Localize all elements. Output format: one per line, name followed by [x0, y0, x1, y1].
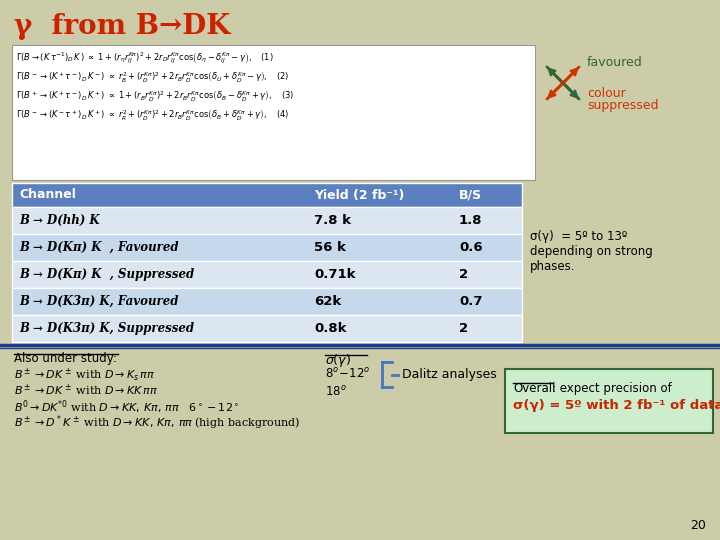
Text: $\Gamma(B^- \to (K^-\tau^+)_D\,K^+)\;\propto\; r_R^2 + (r_D^{K\pi})^2 + 2r_B r_D: $\Gamma(B^- \to (K^-\tau^+)_D\,K^+)\;\pr…: [16, 107, 289, 122]
Text: Overall: Overall: [513, 382, 556, 395]
Text: favoured: favoured: [587, 57, 643, 70]
FancyBboxPatch shape: [12, 315, 522, 342]
Text: depending on strong: depending on strong: [530, 245, 653, 258]
Text: 2: 2: [459, 322, 468, 335]
Text: B → D(K3π) K, Suppressed: B → D(K3π) K, Suppressed: [19, 322, 194, 335]
Text: B → D(K3π) K, Favoured: B → D(K3π) K, Favoured: [19, 295, 179, 308]
Text: Dalitz analyses: Dalitz analyses: [402, 368, 497, 381]
Text: $8^o\!-\!12^o$: $8^o\!-\!12^o$: [325, 367, 370, 381]
Text: 0.71k: 0.71k: [314, 268, 356, 281]
FancyBboxPatch shape: [12, 288, 522, 315]
Text: σ(γ)  = 5º to 13º: σ(γ) = 5º to 13º: [530, 230, 627, 243]
Text: suppressed: suppressed: [587, 99, 659, 112]
Text: $B^0 \to DK^{*0}$ with $D \to KK,\,K\pi,\,\pi\pi\quad 6^\circ-12^\circ$: $B^0 \to DK^{*0}$ with $D \to KK,\,K\pi,…: [14, 398, 239, 416]
Text: Channel: Channel: [19, 188, 76, 201]
Text: B → D(hh) K: B → D(hh) K: [19, 214, 99, 227]
Text: B → D(Kπ) K  , Favoured: B → D(Kπ) K , Favoured: [19, 241, 179, 254]
Text: $\sigma(\gamma)$: $\sigma(\gamma)$: [325, 352, 351, 369]
Text: $B^\pm \to D^*K^\pm$ with $D \to KK,\,K\pi,\,\pi\pi\;$(high background): $B^\pm \to D^*K^\pm$ with $D \to KK,\,K\…: [14, 413, 300, 431]
Text: B/S: B/S: [459, 188, 482, 201]
Text: $18^o$: $18^o$: [325, 385, 347, 399]
Text: Yield (2 fb⁻¹): Yield (2 fb⁻¹): [314, 188, 405, 201]
Text: 20: 20: [690, 519, 706, 532]
FancyBboxPatch shape: [12, 261, 522, 288]
Text: $\Gamma(B^- \to (K^+\tau^-)_D\,K^-)\;\propto\; r_B^2 + (r_D^{K\pi})^2 + 2r_B r_D: $\Gamma(B^- \to (K^+\tau^-)_D\,K^-)\;\pr…: [16, 69, 289, 84]
Text: colour: colour: [587, 87, 626, 100]
Text: 7.8 k: 7.8 k: [314, 214, 351, 227]
Text: Also under study:: Also under study:: [14, 352, 117, 365]
Text: 1.8: 1.8: [459, 214, 482, 227]
FancyBboxPatch shape: [12, 183, 522, 207]
FancyBboxPatch shape: [12, 45, 535, 180]
FancyBboxPatch shape: [12, 207, 522, 234]
Text: 2: 2: [459, 268, 468, 281]
Text: 56 k: 56 k: [314, 241, 346, 254]
Text: B → D(Kπ) K  , Suppressed: B → D(Kπ) K , Suppressed: [19, 268, 194, 281]
Text: $\Gamma(B \to (K\,\tau^{-1})_D\,K\,)\;\propto\; 1 + (r_\eta r_{IJ}^{K\pi})^2 + 2: $\Gamma(B \to (K\,\tau^{-1})_D\,K\,)\;\p…: [16, 50, 274, 66]
Text: 0.6: 0.6: [459, 241, 482, 254]
Text: 0.8k: 0.8k: [314, 322, 346, 335]
Text: 0.7: 0.7: [459, 295, 482, 308]
Text: $B^\pm \to DK^\pm$ with $D \to K_s\,\pi\pi$: $B^\pm \to DK^\pm$ with $D \to K_s\,\pi\…: [14, 367, 156, 384]
Text: phases.: phases.: [530, 260, 575, 273]
FancyBboxPatch shape: [505, 369, 713, 433]
FancyBboxPatch shape: [12, 234, 522, 261]
Text: : expect precision of: : expect precision of: [552, 382, 672, 395]
Text: σ(γ) = 5º with 2 fb⁻¹ of data: σ(γ) = 5º with 2 fb⁻¹ of data: [513, 399, 720, 412]
Text: $B^\pm \to DK^\pm$ with $D \to KK\,\pi\pi$: $B^\pm \to DK^\pm$ with $D \to KK\,\pi\p…: [14, 383, 158, 399]
Text: $\Gamma(B^+ \to (K^+\tau^-)_D\,K^+)\;\propto\; 1 + (r_B r_D^{K\pi})^2 + 2r_B r_D: $\Gamma(B^+ \to (K^+\tau^-)_D\,K^+)\;\pr…: [16, 88, 294, 103]
Text: 62k: 62k: [314, 295, 341, 308]
Text: γ  from B→DK: γ from B→DK: [14, 13, 230, 40]
